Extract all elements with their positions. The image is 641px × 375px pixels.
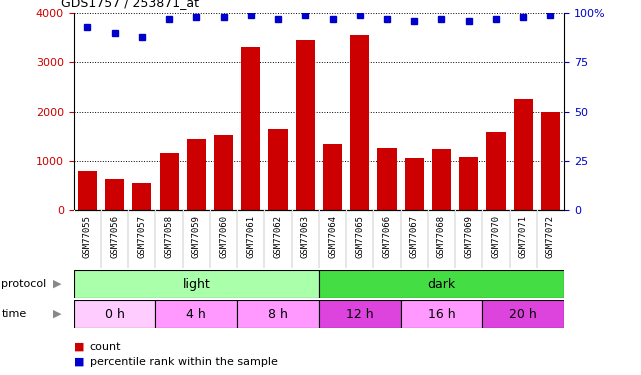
Bar bbox=[378, 148, 397, 210]
Bar bbox=[237, 300, 319, 328]
Text: time: time bbox=[1, 309, 26, 319]
Bar bbox=[513, 99, 533, 210]
Text: GSM77061: GSM77061 bbox=[246, 214, 255, 258]
Text: percentile rank within the sample: percentile rank within the sample bbox=[90, 357, 278, 367]
Text: GSM77068: GSM77068 bbox=[437, 214, 446, 258]
Bar bbox=[296, 40, 315, 210]
Text: 8 h: 8 h bbox=[268, 308, 288, 321]
Bar bbox=[323, 144, 342, 210]
Bar bbox=[487, 132, 506, 210]
Bar bbox=[160, 153, 179, 210]
Text: GSM77056: GSM77056 bbox=[110, 214, 119, 258]
Bar bbox=[241, 46, 260, 210]
Text: GSM77063: GSM77063 bbox=[301, 214, 310, 258]
Text: GSM77072: GSM77072 bbox=[546, 214, 555, 258]
Text: GSM77069: GSM77069 bbox=[464, 214, 473, 258]
Text: GSM77071: GSM77071 bbox=[519, 214, 528, 258]
Bar bbox=[132, 183, 151, 210]
Text: GSM77067: GSM77067 bbox=[410, 214, 419, 258]
Text: dark: dark bbox=[428, 278, 456, 291]
Text: GSM77066: GSM77066 bbox=[383, 214, 392, 258]
Bar bbox=[155, 300, 237, 328]
Bar bbox=[214, 135, 233, 210]
Text: GSM77059: GSM77059 bbox=[192, 214, 201, 258]
Text: ■: ■ bbox=[74, 342, 84, 352]
Text: 16 h: 16 h bbox=[428, 308, 455, 321]
Text: 20 h: 20 h bbox=[510, 308, 537, 321]
Text: GSM77070: GSM77070 bbox=[492, 214, 501, 258]
Text: GSM77057: GSM77057 bbox=[137, 214, 146, 258]
Bar bbox=[74, 300, 155, 328]
Bar bbox=[401, 300, 482, 328]
Text: ▶: ▶ bbox=[53, 279, 62, 289]
Text: GSM77060: GSM77060 bbox=[219, 214, 228, 258]
Text: protocol: protocol bbox=[1, 279, 47, 289]
Text: 0 h: 0 h bbox=[104, 308, 124, 321]
Bar bbox=[105, 178, 124, 210]
Text: GSM77055: GSM77055 bbox=[83, 214, 92, 258]
Bar bbox=[459, 157, 478, 210]
Text: ■: ■ bbox=[74, 357, 84, 367]
Bar bbox=[78, 171, 97, 210]
Text: 4 h: 4 h bbox=[187, 308, 206, 321]
Text: light: light bbox=[183, 278, 210, 291]
Text: GSM77064: GSM77064 bbox=[328, 214, 337, 258]
Text: GDS1757 / 253871_at: GDS1757 / 253871_at bbox=[61, 0, 199, 9]
Bar bbox=[350, 35, 369, 210]
Text: GSM77065: GSM77065 bbox=[355, 214, 364, 258]
Bar bbox=[432, 149, 451, 210]
Bar bbox=[269, 129, 288, 210]
Bar bbox=[319, 300, 401, 328]
Bar bbox=[187, 139, 206, 210]
Text: count: count bbox=[90, 342, 121, 352]
Text: 12 h: 12 h bbox=[346, 308, 374, 321]
Bar bbox=[541, 112, 560, 210]
Bar bbox=[319, 270, 564, 298]
Text: ▶: ▶ bbox=[53, 309, 62, 319]
Text: GSM77062: GSM77062 bbox=[274, 214, 283, 258]
Bar bbox=[483, 300, 564, 328]
Bar bbox=[404, 158, 424, 210]
Text: GSM77058: GSM77058 bbox=[165, 214, 174, 258]
Bar bbox=[74, 270, 319, 298]
